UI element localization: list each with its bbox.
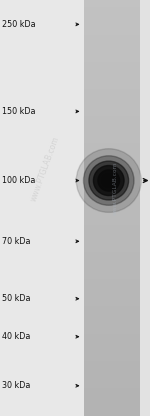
Text: 30 kDa: 30 kDa xyxy=(2,381,30,390)
Ellipse shape xyxy=(93,166,124,196)
Text: www.PTGLAB.com: www.PTGLAB.com xyxy=(29,135,61,203)
Text: 150 kDa: 150 kDa xyxy=(2,107,35,116)
Ellipse shape xyxy=(76,149,141,212)
Text: 250 kDa: 250 kDa xyxy=(2,20,35,29)
Text: 70 kDa: 70 kDa xyxy=(2,237,30,246)
Text: 50 kDa: 50 kDa xyxy=(2,294,30,303)
Text: www.PTGLAB.com: www.PTGLAB.com xyxy=(112,162,117,215)
Bar xyxy=(0,0,84,416)
Ellipse shape xyxy=(89,161,129,200)
Ellipse shape xyxy=(98,170,120,191)
Ellipse shape xyxy=(102,174,116,187)
Bar xyxy=(140,0,150,416)
Text: 100 kDa: 100 kDa xyxy=(2,176,35,185)
Ellipse shape xyxy=(84,156,134,205)
Text: 40 kDa: 40 kDa xyxy=(2,332,30,341)
